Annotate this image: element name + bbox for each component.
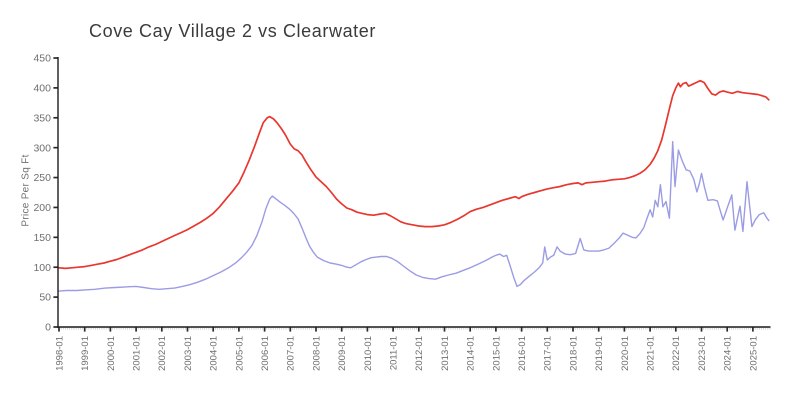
y-tick-label: 300 — [33, 142, 51, 154]
chart-title: Cove Cay Village 2 vs Clearwater — [89, 21, 376, 41]
x-tick-label: 2019-01 — [594, 336, 605, 371]
x-tick-label: 2000-01 — [106, 336, 117, 371]
x-tick-label: 2007-01 — [286, 336, 297, 371]
x-tick-label: 2023-01 — [697, 336, 708, 371]
y-tick-label: 0 — [45, 322, 51, 334]
x-tick-label: 2024-01 — [723, 336, 734, 371]
x-tick-label: 2014-01 — [466, 336, 477, 371]
y-tick-label: 350 — [33, 112, 51, 124]
axis-tick-labels: 1998-01 1999-01 2000-01 2001-01 2002-01 2003-… — [33, 53, 759, 371]
x-tick-label: 2002-01 — [157, 336, 168, 371]
y-tick-label: 150 — [33, 232, 51, 244]
x-tick-label: 2001-01 — [132, 336, 143, 371]
x-tick-label: 2004-01 — [209, 336, 220, 371]
clearwater-line — [58, 79, 770, 270]
y-tick-label: 450 — [33, 53, 51, 65]
x-tick-label: 2018-01 — [568, 336, 579, 371]
x-tick-label: 2013-01 — [440, 336, 451, 371]
x-tick-label: 2003-01 — [183, 336, 194, 371]
x-tick-label: 2016-01 — [517, 336, 528, 371]
y-tick-label: 200 — [33, 202, 51, 214]
x-tick-label: 2025-01 — [748, 336, 759, 371]
x-tick-label: 2022-01 — [671, 336, 682, 371]
y-tick-label: 400 — [33, 82, 51, 94]
x-tick-label: 1998-01 — [54, 336, 65, 371]
x-tick-label: 2005-01 — [234, 336, 245, 371]
x-tick-label: 2011-01 — [389, 336, 400, 370]
x-tick-label: 2020-01 — [620, 336, 631, 371]
x-tick-label: 2012-01 — [414, 336, 425, 371]
y-axis-title: Price Per Sq Ft — [20, 154, 32, 227]
x-tick-label: 2017-01 — [543, 336, 554, 371]
y-tick-label: 250 — [33, 172, 51, 184]
x-tick-label: 2021-01 — [646, 336, 657, 371]
y-tick-label: 50 — [39, 292, 51, 304]
x-tick-label: 1999-01 — [80, 336, 91, 371]
x-tick-label: 2006-01 — [260, 336, 271, 371]
axis-major-ticks — [53, 57, 754, 332]
series-lines — [58, 79, 770, 292]
x-tick-label: 2010-01 — [363, 336, 374, 371]
cove-cay-village-2-line — [58, 140, 770, 292]
x-tick-label: 2009-01 — [337, 336, 348, 371]
x-tick-label: 2008-01 — [311, 336, 322, 371]
x-tick-label: 2015-01 — [491, 336, 502, 371]
y-tick-label: 100 — [33, 262, 51, 274]
